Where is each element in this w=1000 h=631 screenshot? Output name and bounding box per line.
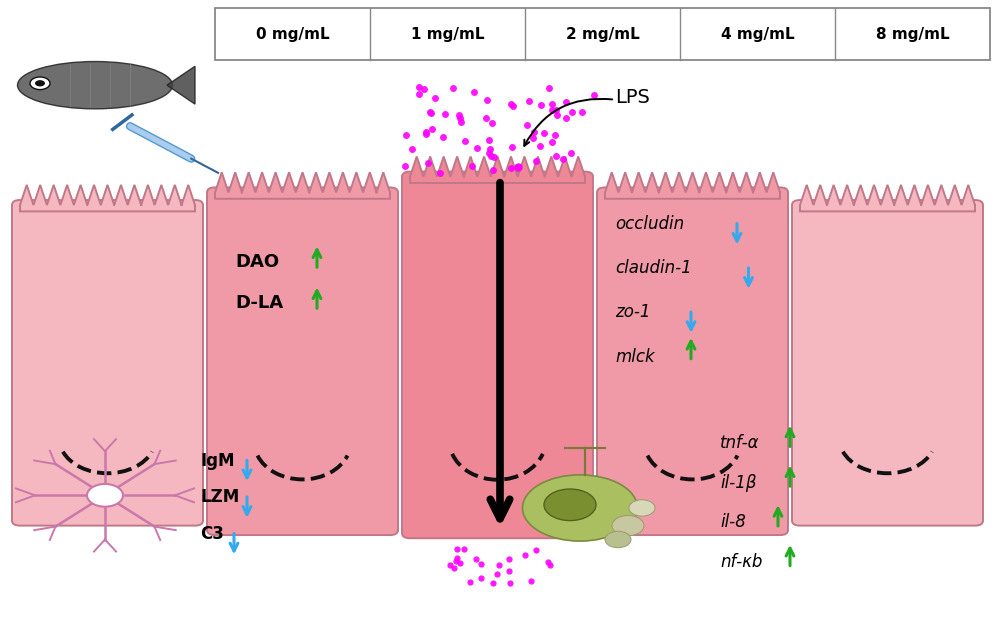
FancyBboxPatch shape bbox=[792, 200, 983, 526]
Text: C3: C3 bbox=[200, 525, 224, 543]
Circle shape bbox=[629, 500, 655, 516]
Polygon shape bbox=[20, 185, 195, 211]
Text: il-8: il-8 bbox=[720, 514, 746, 531]
Text: claudin-1: claudin-1 bbox=[615, 259, 692, 277]
Text: 1 mg/mL: 1 mg/mL bbox=[411, 27, 484, 42]
Text: mlck: mlck bbox=[615, 348, 655, 365]
Polygon shape bbox=[605, 172, 780, 199]
FancyBboxPatch shape bbox=[597, 187, 788, 535]
FancyBboxPatch shape bbox=[402, 172, 593, 538]
Polygon shape bbox=[215, 172, 390, 199]
Circle shape bbox=[35, 80, 45, 86]
Text: nf-κb: nf-κb bbox=[720, 553, 762, 571]
Text: il-1β: il-1β bbox=[720, 474, 757, 492]
Text: LPS: LPS bbox=[615, 88, 650, 107]
Ellipse shape bbox=[18, 62, 173, 109]
Ellipse shape bbox=[544, 489, 596, 521]
FancyBboxPatch shape bbox=[207, 187, 398, 535]
Text: tnf-α: tnf-α bbox=[720, 434, 760, 452]
Text: zo-1: zo-1 bbox=[615, 304, 650, 321]
Text: 8 mg/mL: 8 mg/mL bbox=[876, 27, 949, 42]
Bar bbox=[215, 8, 990, 60]
Text: 4 mg/mL: 4 mg/mL bbox=[721, 27, 794, 42]
Circle shape bbox=[612, 516, 644, 536]
Text: 0 mg/mL: 0 mg/mL bbox=[256, 27, 329, 42]
Polygon shape bbox=[410, 156, 585, 183]
Text: LZM: LZM bbox=[200, 488, 239, 506]
Text: IgM: IgM bbox=[200, 452, 234, 469]
Circle shape bbox=[87, 484, 123, 507]
Circle shape bbox=[30, 77, 50, 90]
FancyBboxPatch shape bbox=[12, 200, 203, 526]
Text: DAO: DAO bbox=[235, 253, 279, 271]
Text: D-LA: D-LA bbox=[235, 294, 283, 312]
Text: occludin: occludin bbox=[615, 215, 684, 233]
Polygon shape bbox=[167, 66, 195, 104]
Circle shape bbox=[605, 531, 631, 548]
Polygon shape bbox=[800, 185, 975, 211]
Text: 2 mg/mL: 2 mg/mL bbox=[566, 27, 639, 42]
Ellipse shape bbox=[522, 475, 638, 541]
